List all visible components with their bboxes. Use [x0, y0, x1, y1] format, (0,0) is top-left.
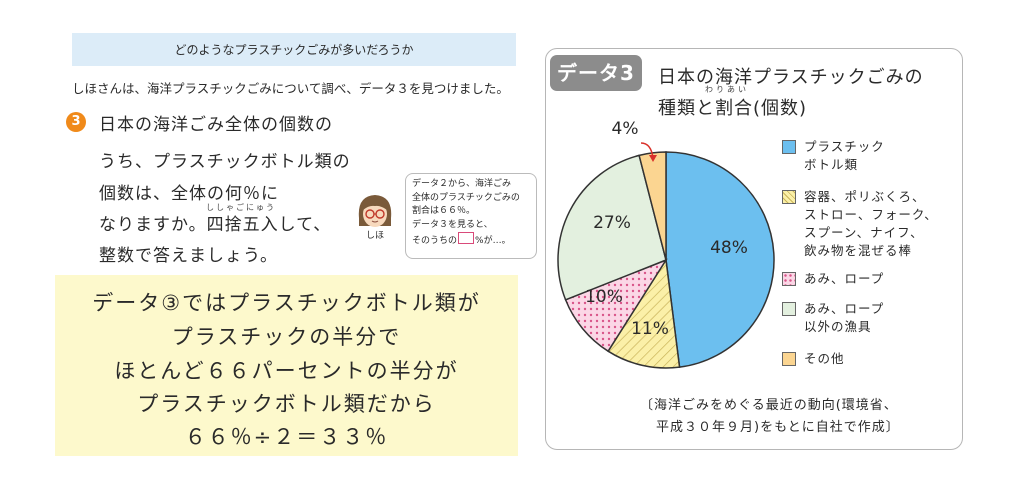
section-title: どのようなプラスチックごみが多いだろうか: [174, 43, 414, 57]
legend-swatch-3: [782, 272, 796, 286]
source-line-2: 平成３０年９月)をもとに自社で作成〕: [656, 420, 900, 435]
legend-label-1: プラスチック ボトル類: [804, 139, 885, 172]
question-line-1: 日本の海洋ごみ全体の個数の: [99, 115, 333, 135]
legend-swatch-5: [782, 352, 796, 366]
hint-line-2: 全体のプラスチックごみの: [412, 192, 520, 203]
note-line-5: ６６％÷２＝３３％: [184, 425, 389, 449]
section-header: どのようなプラスチックごみが多いだろうか: [72, 33, 516, 66]
hint-line-5: そのうちの %が…。: [412, 232, 530, 249]
legend-label-3: あみ、ロープ: [804, 271, 885, 286]
legend-label-4: あみ、ロープ 以外の漁具: [804, 301, 885, 334]
question-ruby: ししゃごにゅう: [206, 203, 276, 212]
pie-slice-plastic-bottles: [665, 151, 775, 368]
hint-line-5-after: %が…。: [475, 236, 511, 246]
slice-label-containers: 11%: [631, 319, 669, 339]
slice-label-fishing-gear: 27%: [593, 213, 631, 233]
pie-slice-fishing-gear: [557, 154, 667, 301]
question-number-badge: 3: [66, 112, 86, 132]
legend-label-2: 容器、ポリぶくろ、 ストロー、フォーク、 スプーン、ナイフ、 飲み物を混ぜる棒: [804, 189, 938, 258]
data-tag: データ3: [550, 55, 642, 91]
question-line-3: 個数は、全体の何％に: [99, 184, 279, 204]
hint-bubble: データ２から、海洋ごみ 全体のプラスチックごみの 割合は６６％。 データ３を見る…: [405, 173, 537, 259]
slice-label-nets-ropes: 10%: [585, 287, 623, 307]
note-line-2: プラスチックの半分で: [171, 325, 402, 349]
chart-title-ruby: わりあい: [705, 85, 749, 94]
speaker-name: しほ: [366, 231, 385, 241]
question-line-5: 整数で答えましょう。: [99, 246, 278, 266]
answer-blank-box: [458, 232, 475, 244]
hint-line-1: データ２から、海洋ごみ: [412, 179, 512, 189]
student-avatar-icon: [358, 195, 392, 227]
intro-text: しほさんは、海洋プラスチックごみについて調べ、データ３を見つけました。: [72, 81, 509, 96]
legend-swatch-1: [782, 140, 796, 154]
chart-title-line-2: 種類と割合(個数): [658, 98, 808, 119]
slice-label-plastic-bottles: 48%: [710, 238, 748, 258]
question-line-4: なりますか。四捨五入して、: [99, 215, 332, 235]
note-line-1: データ③ではプラスチックボトル類が: [92, 291, 481, 315]
legend-swatch-4: [782, 302, 796, 316]
source-line-1: 〔海洋ごみをめぐる最近の動向(環境省、: [640, 398, 898, 413]
slice-label-other: 4%: [612, 119, 639, 139]
legend-swatch-2: [782, 190, 796, 204]
hint-line-5-before: そのうちの: [412, 236, 458, 246]
chart-title-line-1: 日本の海洋プラスチックごみの: [658, 67, 924, 88]
hint-line-3: 割合は６６％。: [412, 206, 476, 216]
legend-label-5: その他: [804, 351, 845, 366]
note-line-3: ほとんど６６パーセントの半分が: [114, 359, 459, 383]
pie-slice-containers: [607, 257, 681, 369]
hint-line-4: データ３を見ると、: [412, 219, 493, 230]
note-line-4: プラスチックボトル類だから: [137, 392, 436, 416]
answer-note: データ③ではプラスチックボトル類が プラスチックの半分で ほとんど６６パーセント…: [55, 275, 518, 456]
question-line-2: うち、プラスチックボトル類の: [99, 152, 351, 172]
